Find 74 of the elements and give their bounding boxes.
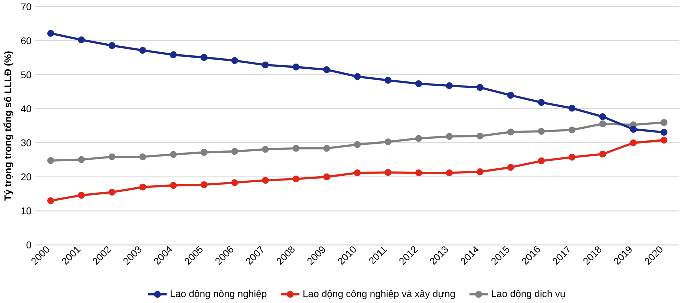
point	[354, 73, 362, 80]
legend-label: Lao động nông nghiệp	[170, 290, 267, 300]
point	[323, 66, 330, 74]
point	[170, 51, 178, 58]
point	[507, 164, 514, 171]
point	[415, 135, 422, 142]
point	[354, 141, 362, 148]
y-tick-label: 20	[21, 174, 32, 180]
legend-label: Lao động công nghiệp và xây dựng	[304, 290, 455, 300]
point	[415, 80, 422, 88]
y-axis-title: Tỷ trọng trong tổng số LLLĐ (%)	[4, 52, 14, 201]
point	[262, 62, 270, 69]
point	[354, 169, 362, 176]
point	[262, 146, 270, 153]
point	[108, 42, 116, 50]
point	[568, 104, 576, 112]
point	[108, 153, 116, 160]
point	[568, 154, 576, 161]
point	[476, 132, 484, 140]
point	[476, 84, 484, 91]
point	[323, 144, 330, 152]
point	[384, 169, 392, 176]
legend-label: Lao động dịch vụ	[492, 290, 565, 300]
point	[507, 92, 514, 99]
point	[231, 148, 238, 155]
point	[170, 151, 178, 158]
y-tick-label: 10	[22, 208, 32, 214]
point	[78, 36, 86, 44]
point	[384, 76, 392, 84]
point	[262, 176, 270, 184]
point	[231, 57, 238, 64]
y-tick-label: 60	[21, 37, 32, 44]
y-tick-label: 30	[21, 140, 32, 146]
point	[630, 140, 638, 146]
point	[538, 99, 546, 106]
point	[47, 197, 54, 204]
point	[599, 113, 606, 120]
point	[47, 30, 54, 37]
point	[660, 119, 668, 126]
point	[415, 169, 422, 176]
point	[323, 174, 330, 180]
point	[292, 144, 300, 152]
point	[78, 192, 86, 199]
point	[139, 184, 146, 191]
point	[200, 181, 208, 188]
y-tick-label: 40	[21, 106, 32, 112]
point	[599, 120, 606, 128]
y-tick-label: 50	[21, 71, 32, 78]
point	[170, 182, 178, 189]
point	[538, 128, 546, 135]
point	[292, 64, 300, 71]
point	[599, 150, 606, 158]
point	[476, 168, 484, 176]
y-tick-label: 0	[26, 242, 32, 248]
point	[292, 176, 300, 182]
point	[200, 149, 208, 156]
point	[384, 138, 392, 146]
point	[660, 136, 668, 144]
point	[446, 169, 454, 176]
point	[108, 188, 116, 196]
point	[538, 158, 546, 164]
point	[139, 46, 146, 54]
point	[507, 128, 514, 136]
point	[446, 133, 454, 140]
point	[139, 153, 146, 160]
point	[630, 126, 638, 133]
point	[78, 156, 86, 164]
point	[446, 82, 454, 90]
y-tick-label: 70	[21, 3, 32, 10]
point	[568, 126, 576, 134]
point	[200, 54, 208, 62]
point	[47, 157, 54, 164]
point	[660, 128, 668, 136]
point	[231, 179, 238, 186]
